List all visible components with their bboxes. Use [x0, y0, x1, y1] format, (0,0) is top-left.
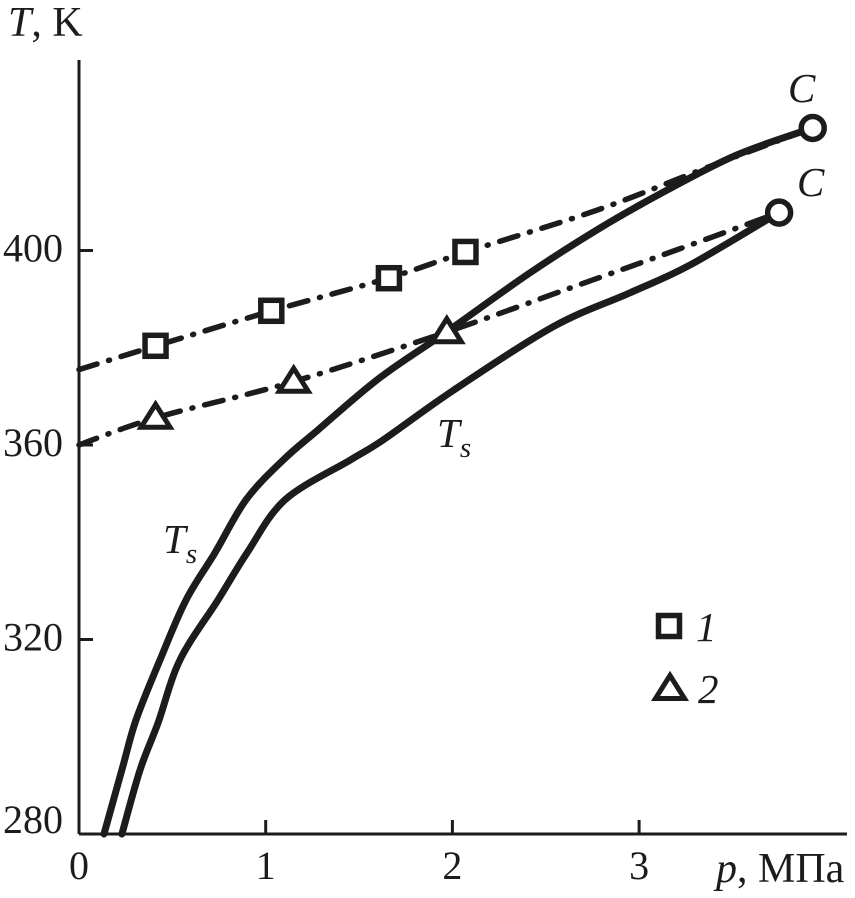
saturation-curve-2-path	[118, 209, 783, 838]
legend-entry-2-label: 2	[698, 666, 719, 712]
square-marker	[258, 297, 285, 325]
square-marker	[452, 238, 479, 266]
line-1-path	[76, 125, 816, 373]
critical-point-circle	[764, 198, 794, 227]
x-tick-label: 2	[442, 843, 462, 888]
square-marker	[375, 264, 403, 292]
x-axis-symbol: p	[713, 846, 737, 892]
series-layer	[76, 124, 817, 838]
y-axis-title: T, K	[8, 0, 83, 46]
ts-subscript: s	[460, 432, 471, 464]
triangle-marker	[427, 314, 466, 345]
critical-point-circle	[798, 113, 827, 143]
y-tick-label: 360	[3, 420, 63, 465]
critical-point-label-1: C	[788, 65, 816, 111]
square-marker	[142, 332, 169, 360]
x-tick-label: 1	[256, 843, 276, 888]
y-axis-unit: , K	[31, 0, 82, 46]
ts-label-curve-1: Ts	[163, 516, 197, 570]
y-tick-label: 320	[3, 615, 63, 660]
x-axis-title: p, МПа	[713, 846, 845, 892]
y-tick-label: 280	[3, 797, 63, 842]
ts-subscript: s	[186, 538, 197, 570]
triangle-marker	[274, 363, 313, 394]
y-axis-symbol: T	[8, 0, 34, 46]
triangle-marker	[136, 399, 175, 430]
legend-entry-1-label: 1	[696, 604, 717, 650]
critical-point-label-2: C	[797, 159, 825, 205]
legend: 1 2	[650, 604, 719, 712]
ts-label-curve-2: Ts	[437, 410, 471, 464]
ts-symbol: T	[437, 410, 463, 456]
x-tick-label: 3	[629, 843, 649, 888]
saturation-curve-1-path	[100, 124, 817, 838]
x-tick-label: 0	[69, 843, 89, 888]
ts-symbol: T	[163, 516, 189, 562]
legend-square-icon	[655, 612, 683, 640]
markers-layer	[136, 113, 827, 430]
x-axis-unit: , МПа	[737, 846, 845, 892]
legend-triangle-icon	[650, 670, 690, 701]
y-tick-label: 400	[3, 226, 63, 271]
axes-layer: 0 1 2 3 280 320 360 400	[3, 60, 847, 888]
